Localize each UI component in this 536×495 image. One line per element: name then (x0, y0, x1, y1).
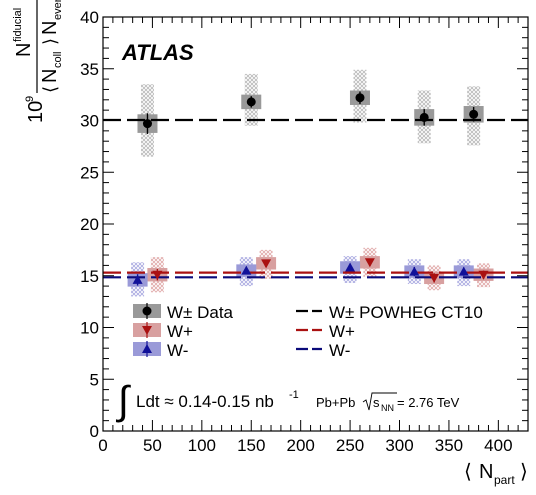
y-tick-label: 20 (80, 215, 99, 234)
legend-label-0: W± Data (167, 303, 234, 322)
y-tick-label: 15 (80, 267, 99, 286)
y-label-num: N (13, 43, 35, 57)
energy-value: = 2.76 TeV (397, 395, 460, 410)
x-tick-label: 200 (286, 436, 314, 455)
x-label-main: N (479, 461, 493, 483)
y-tick-label: 25 (80, 163, 99, 182)
lumi-exp: -1 (289, 389, 299, 401)
y-label-den-n2: N (39, 21, 61, 35)
y-label-den-n1-sub: coll (52, 51, 64, 68)
legend-theory-label-2: W- (329, 341, 350, 360)
atlas-label: ATLAS (121, 40, 194, 65)
y-label-prefix-exp: 9 (24, 96, 36, 102)
data-point-0-0 (142, 119, 152, 129)
x-tick-label: 400 (484, 436, 512, 455)
x-axis-label: ⟨ N part ⟩ (464, 461, 528, 487)
data-point-1-1 (261, 259, 272, 269)
svg-text:⟩: ⟩ (40, 38, 60, 45)
data-point-2-0 (132, 274, 143, 284)
svg-text:⟨: ⟨ (40, 86, 60, 93)
x-tick-label: 50 (143, 436, 162, 455)
x-tick-label: 300 (385, 436, 413, 455)
svg-text:⟩: ⟩ (520, 461, 528, 483)
integral-sign: ∫ (116, 379, 132, 423)
legend-theory-label-1: W+ (329, 322, 355, 341)
plot-frame (102, 16, 529, 432)
y-tick-label: 40 (80, 8, 99, 27)
collision-text: Pb+Pb (316, 395, 355, 410)
y-tick-label: 0 (90, 422, 99, 441)
x-tick-label: 350 (435, 436, 463, 455)
data-point-0-2 (355, 93, 365, 103)
y-label-den-n1: N (39, 69, 61, 83)
data-point-0-4 (469, 109, 479, 119)
annotation: ∫ Ldt ≈ 0.14-0.15 nb -1 Pb+Pb s NN = 2.7… (116, 379, 460, 423)
x-tick-label: 150 (237, 436, 265, 455)
energy-s: s (373, 395, 380, 410)
plot-area: 0 50 100 150 200 250 300 350 400 0 5 10 15 20 25 30 35 40 (80, 8, 529, 455)
sqrt-sign (362, 392, 397, 411)
data-point-2-2 (345, 262, 356, 272)
data-point-0-3 (419, 112, 429, 122)
data-point-1-0 (152, 270, 163, 280)
data-point-1-4 (478, 270, 489, 280)
y-label-prefix: 10 (25, 101, 47, 123)
y-label-den-n2-sub: events (52, 0, 64, 20)
x-tick-label: 0 (98, 436, 107, 455)
data-point-2-4 (458, 266, 469, 276)
y-tick-label: 10 (80, 319, 99, 338)
lumi-text: Ldt ≈ 0.14-0.15 nb (136, 392, 274, 411)
data-point-2-3 (409, 266, 420, 276)
x-tick-label: 100 (188, 436, 216, 455)
data-point-2-1 (241, 265, 252, 275)
data-point-0-1 (246, 97, 256, 107)
y-label-num-sup: fiducial (12, 8, 24, 42)
legend-label-1: W+ (167, 322, 193, 341)
legend-label-2: W- (167, 341, 188, 360)
data-point-1-2 (364, 258, 375, 268)
svg-text:⟨: ⟨ (464, 461, 472, 483)
y-axis-label: 10 9 N fiducial ⟨ N coll ⟩ N events (12, 0, 64, 123)
energy-sub: NN (381, 403, 394, 413)
y-tick-label: 35 (80, 60, 99, 79)
data-point-1-3 (429, 273, 440, 283)
x-label-sub: part (494, 473, 515, 487)
y-tick-label: 5 (90, 370, 99, 389)
y-tick-label: 30 (80, 112, 99, 131)
legend-theory-label-0: W± POWHEG CT10 (329, 303, 483, 322)
x-tick-label: 250 (336, 436, 364, 455)
